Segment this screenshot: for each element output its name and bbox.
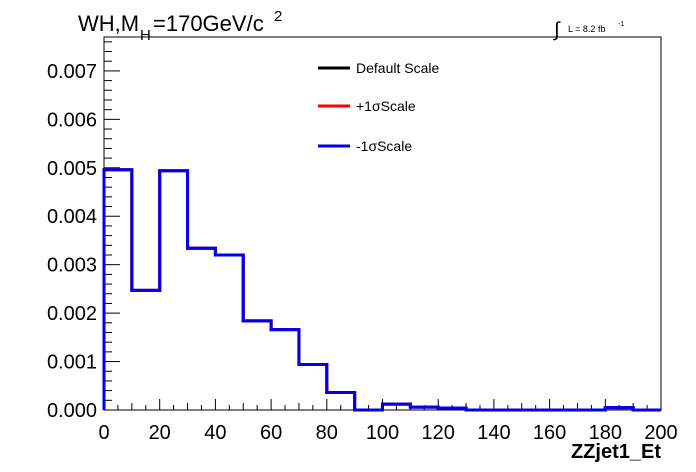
series-line-2 xyxy=(102,168,661,412)
chart-title-subscript: H xyxy=(140,27,151,44)
x-tick-label: 80 xyxy=(316,422,338,444)
y-axis: 0.000 0.001 0.002 0.003 0.004 0.005 0.006 0.007 xyxy=(47,41,120,422)
x-tick-label: 160 xyxy=(533,422,566,444)
legend-label: Default Scale xyxy=(356,60,439,76)
chart-title-value: =170GeV/c xyxy=(153,11,264,36)
x-tick-label: 140 xyxy=(477,422,510,444)
x-tick-label: 40 xyxy=(204,422,226,444)
luminosity-label: L = 8.2 fb xyxy=(568,24,605,34)
integral-sign: ∫ xyxy=(553,19,561,41)
x-axis-label: ZZjet1_Et xyxy=(571,441,661,463)
y-tick-label: 0.007 xyxy=(47,61,97,83)
y-tick-label: 0.001 xyxy=(47,352,97,374)
y-tick-label: 0.004 xyxy=(47,206,97,228)
x-tick-label: 20 xyxy=(149,422,171,444)
x-tick-label: 180 xyxy=(589,422,622,444)
histogram-series xyxy=(102,168,661,412)
chart-title-main: WH,M xyxy=(78,11,139,36)
y-tick-label: 0.003 xyxy=(47,255,97,277)
legend-label: -1σScale xyxy=(356,138,412,154)
y-tick-label: 0.005 xyxy=(47,158,97,180)
chart-title-superscript: 2 xyxy=(274,8,282,25)
y-tick-label: 0.006 xyxy=(47,109,97,131)
y-tick-label: 0.002 xyxy=(47,303,97,325)
x-tick-label: 200 xyxy=(644,422,677,444)
y-tick-label: 0.000 xyxy=(47,400,97,422)
x-tick-label: 0 xyxy=(98,422,109,444)
luminosity-superscript: -1 xyxy=(618,21,624,28)
legend-label: +1σScale xyxy=(356,98,416,114)
x-axis: 0 20 40 60 80 100 120 140 160 180 200 xyxy=(98,399,678,444)
legend: Default Scale +1σScale -1σScale xyxy=(318,60,439,154)
x-tick-label: 60 xyxy=(260,422,282,444)
x-tick-label: 120 xyxy=(422,422,455,444)
x-tick-label: 100 xyxy=(366,422,399,444)
